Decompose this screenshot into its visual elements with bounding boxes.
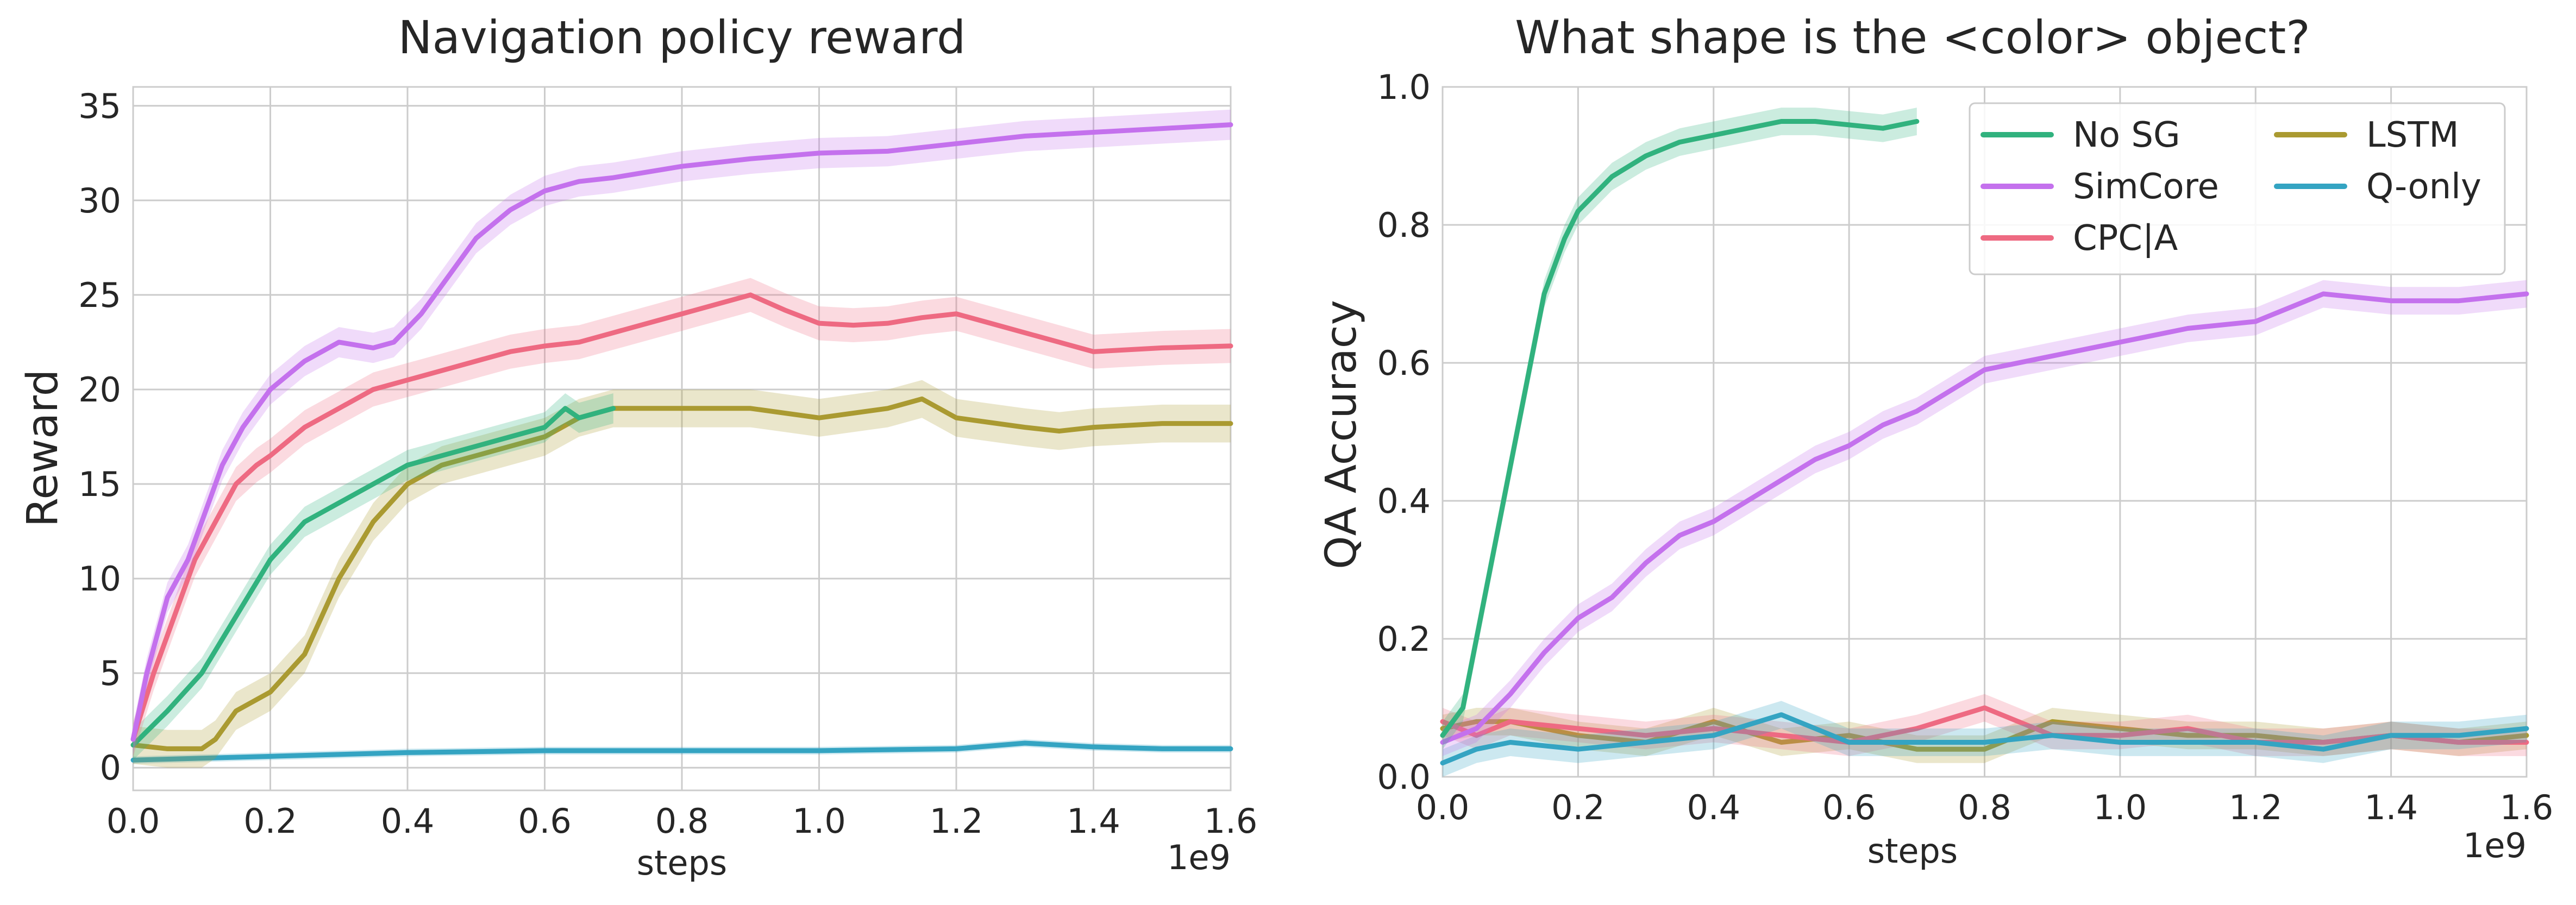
x-tick-label: 0.2 [243, 801, 297, 841]
series-line-lstm [130, 396, 1233, 751]
series-lstm [130, 380, 1233, 768]
series-band-simcore [1443, 280, 2527, 756]
series-line-no-sg [130, 406, 616, 747]
y-tick-label: 0 [100, 748, 121, 788]
series-line-simcore [130, 122, 1233, 742]
x-tick-label: 1.2 [2229, 788, 2283, 827]
x-tick-label: 0.2 [1551, 788, 1605, 827]
series-cpc-a [130, 278, 1233, 757]
plot-frame [1441, 86, 2528, 778]
legend-label: SimCore [2073, 167, 2219, 207]
y-axis-label: Reward [18, 369, 67, 527]
legend: No SG SimCore CPC|A LSTM Q-only [1969, 102, 2506, 275]
chart-title: What shape is the <color> object? [1515, 11, 2310, 64]
x-tick-label: 1.4 [2364, 788, 2418, 827]
x-offset-label: 1e9 [2463, 826, 2527, 865]
x-tick-label: 0.4 [1687, 788, 1740, 827]
legend-label: LSTM [2366, 115, 2459, 155]
x-tick-label: 0.0 [1416, 788, 1470, 827]
y-tick-label: 25 [78, 275, 121, 315]
x-tick-label: 1.0 [2094, 788, 2147, 827]
x-tick-label: 1.0 [792, 801, 846, 841]
legend-entry-no-sg: No SG [1980, 115, 2180, 155]
y-axis-label: QA Accuracy [1317, 300, 1366, 569]
legend-label: Q-only [2366, 167, 2481, 207]
y-tick-label: 30 [78, 181, 121, 221]
y-tick-label: 0.4 [1377, 481, 1431, 521]
legend-entry-cpc-a: CPC|A [1980, 218, 2178, 259]
y-tick-label: 5 [100, 653, 121, 693]
series-band-no-sg [1443, 108, 1917, 750]
x-axis-label: steps [637, 843, 727, 883]
series-line-q-only [130, 740, 1233, 763]
qa-accuracy-chart: What shape is the <color> object? QA Acc… [1317, 11, 2553, 871]
series-simcore [130, 109, 1233, 755]
y-tick-label: 35 [78, 86, 121, 126]
x-offset-label: 1e9 [1167, 838, 1231, 877]
series-simcore [1440, 280, 2529, 756]
x-tick-label: 1.2 [930, 801, 983, 841]
y-tick-label: 20 [78, 370, 121, 410]
reward-chart: Navigation policy reward Reward steps 1e… [18, 11, 1257, 883]
x-tick-label: 0.4 [381, 801, 435, 841]
legend-entry-q-only: Q-only [2274, 167, 2481, 207]
y-tick-label: 0.6 [1377, 343, 1431, 383]
series-line-cpc-a [1440, 705, 2529, 745]
series-q-only [130, 739, 1233, 764]
x-tick-label: 1.6 [1204, 801, 1258, 841]
x-tick-label: 0.0 [106, 801, 160, 841]
y-tick-label: 0.8 [1377, 205, 1431, 245]
plot-frame [132, 86, 1232, 791]
x-tick-label: 0.6 [1822, 788, 1876, 827]
grid [132, 87, 1232, 790]
legend-box [1969, 102, 2506, 275]
legend-entry-simcore: SimCore [1980, 167, 2219, 207]
x-tick-label: 0.6 [518, 801, 572, 841]
series-no-sg [130, 393, 616, 761]
x-tick-label: 0.8 [1958, 788, 2011, 827]
series-line-simcore [1440, 291, 2529, 745]
series-line-cpc-a [130, 292, 1233, 742]
series-band-lstm [133, 380, 1231, 768]
chart-title: Navigation policy reward [398, 11, 966, 64]
legend-label: No SG [2073, 115, 2180, 155]
series-line-q-only [1440, 712, 2529, 766]
x-tick-label: 1.4 [1067, 801, 1120, 841]
y-tick-label: 15 [78, 464, 121, 504]
series-no-sg [1440, 108, 1920, 750]
legend-label: CPC|A [2073, 218, 2178, 259]
y-tick-label: 0.2 [1377, 619, 1431, 659]
y-tick-label: 10 [78, 559, 121, 599]
legend-entry-lstm: LSTM [2274, 115, 2459, 155]
y-tick-label: 1.0 [1377, 67, 1431, 107]
x-tick-label: 0.8 [655, 801, 709, 841]
x-axis-label: steps [1867, 831, 1958, 871]
x-tick-label: 1.6 [2500, 788, 2554, 827]
series-band-q-only [1443, 701, 2527, 777]
series-line-no-sg [1440, 119, 1920, 738]
series-q-only [1440, 701, 2529, 777]
y-tick-label: 0.0 [1377, 757, 1431, 797]
